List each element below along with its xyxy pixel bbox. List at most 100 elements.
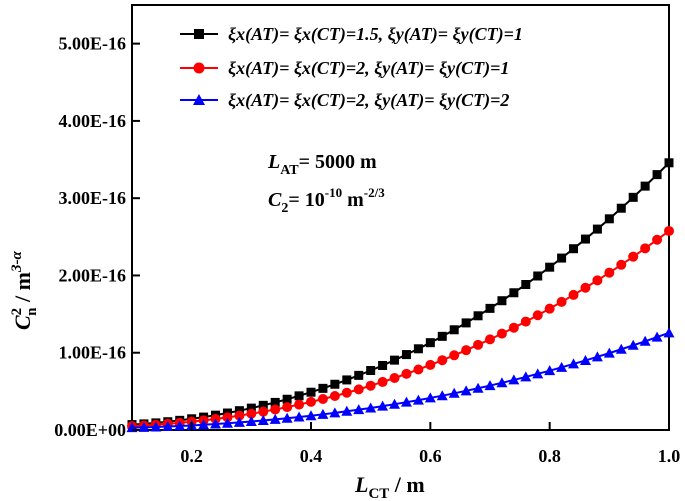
data-point	[425, 338, 435, 348]
data-point	[305, 410, 317, 421]
data-point	[233, 416, 245, 427]
series-2	[127, 225, 674, 432]
data-point	[664, 225, 674, 236]
series-line	[131, 331, 670, 429]
series-line	[131, 162, 670, 426]
data-point	[234, 410, 245, 421]
ticks-layer: 0.2 0.4 0.6 0.8 1.0 0.00E+00 1.00E-16 2.00E-16 3…	[54, 34, 680, 466]
data-point	[591, 351, 603, 362]
data-point	[413, 364, 424, 375]
data-point	[282, 394, 292, 404]
data-point	[568, 289, 579, 300]
data-point	[532, 310, 543, 321]
data-point	[401, 350, 411, 360]
data-point	[664, 158, 674, 168]
data-point	[270, 404, 281, 415]
legend: ξx(AT)= ξx(CT)=1.5, ξy(AT)= ξy(CT)=1 ξx(…	[180, 24, 523, 111]
y-tick-label: 1.00E-16	[59, 343, 127, 363]
data-point	[640, 243, 651, 254]
data-point	[174, 420, 186, 431]
data-point	[282, 402, 293, 413]
data-point	[318, 383, 328, 393]
data-point	[497, 296, 507, 306]
data-point	[604, 267, 615, 278]
data-point	[306, 396, 316, 407]
data-point	[341, 405, 353, 416]
data-point	[138, 421, 150, 432]
data-point	[628, 251, 639, 262]
data-point	[461, 345, 472, 356]
x-tick-label: 0.6	[419, 446, 442, 466]
data-point	[569, 244, 579, 254]
data-point	[592, 224, 602, 234]
data-point	[258, 406, 269, 417]
data-point	[508, 374, 520, 385]
data-point	[448, 387, 460, 398]
annotation-c2-main: C	[268, 189, 282, 211]
data-point	[508, 322, 519, 333]
data-point	[425, 359, 436, 370]
annotation-l-at: LAT= 5000 m	[267, 151, 377, 178]
data-point	[663, 327, 675, 338]
legend-label-1: ξx(AT)= ξx(CT)=1.5, ξy(AT)= ξy(CT)=1	[228, 24, 523, 45]
data-point	[639, 335, 651, 346]
data-point	[521, 279, 531, 289]
data-point	[437, 331, 447, 341]
y-tick-label: 0.00E+00	[54, 420, 126, 440]
data-point	[580, 234, 590, 244]
data-point	[401, 368, 412, 379]
annotation-c2-sub: 2	[281, 201, 288, 216]
data-point	[436, 390, 448, 401]
data-point	[210, 418, 222, 429]
data-point	[378, 360, 388, 370]
data-point	[281, 412, 293, 423]
data-point	[520, 316, 531, 327]
annotation-c2-text: = 10	[288, 189, 324, 211]
data-point	[652, 170, 662, 180]
x-axis-title-main: L	[354, 472, 368, 497]
data-point	[293, 411, 305, 422]
legend-marker-2	[193, 62, 205, 74]
data-point	[329, 391, 340, 401]
data-point	[246, 408, 257, 419]
plot-frame	[131, 4, 670, 431]
x-axis-title-unit: / m	[389, 472, 424, 497]
x-tick-label: 0.2	[180, 446, 203, 466]
data-point	[557, 253, 567, 263]
data-point	[353, 404, 365, 415]
data-point	[592, 275, 603, 286]
x-tick-label: 0.4	[300, 446, 323, 466]
data-point	[579, 354, 591, 365]
data-point	[616, 259, 627, 270]
y-tick-label: 3.00E-16	[59, 188, 127, 208]
legend-item-3: ξx(AT)= ξx(CT)=2, ξy(AT)= ξy(CT)=2	[180, 90, 509, 111]
data-point	[269, 413, 281, 424]
data-point	[390, 355, 400, 365]
data-point	[377, 400, 389, 411]
data-point	[257, 414, 269, 425]
data-point	[354, 370, 364, 380]
annotation-c2-sup: -10	[325, 185, 342, 200]
data-point	[544, 303, 555, 314]
data-point	[520, 371, 532, 382]
annotation-l-at-text: = 5000 m	[299, 151, 377, 173]
data-point	[377, 376, 388, 387]
data-point	[651, 331, 663, 342]
data-point	[556, 361, 568, 372]
data-point	[317, 394, 328, 405]
data-point	[365, 380, 376, 391]
y-axis-title-unit-sup: 3-α	[9, 251, 25, 273]
data-point	[473, 311, 483, 321]
legend-marker-3	[193, 94, 205, 105]
data-point	[400, 396, 412, 407]
data-point	[533, 271, 543, 281]
series-3	[126, 327, 675, 433]
series-1	[127, 158, 674, 430]
series-layer	[126, 158, 675, 433]
data-point	[509, 288, 519, 298]
legend-item-2: ξx(AT)= ξx(CT)=2, ξy(AT)= ξy(CT)=1	[180, 58, 509, 79]
data-point	[412, 394, 424, 405]
data-point	[222, 412, 233, 423]
data-point	[270, 397, 280, 407]
